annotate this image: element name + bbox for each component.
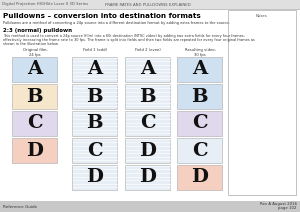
Text: Pulldowns are a method of converting a 24p source into a different destination f: Pulldowns are a method of converting a 2…: [3, 21, 230, 25]
Text: B: B: [26, 88, 43, 106]
Bar: [72, 138, 117, 163]
Text: A: A: [140, 60, 155, 78]
Text: B: B: [86, 88, 103, 106]
Text: 2:3 (normal) pulldown: 2:3 (normal) pulldown: [3, 28, 72, 33]
Text: This method is used to convert a 24p source (film) into a 60i destination (NTSC : This method is used to convert a 24p sou…: [3, 34, 245, 38]
Text: A: A: [192, 60, 207, 78]
Bar: [12, 57, 57, 82]
Bar: [177, 138, 222, 163]
Text: A: A: [87, 60, 102, 78]
Bar: [72, 84, 117, 109]
Bar: [125, 57, 170, 82]
Text: Resulting video,
30 fps: Resulting video, 30 fps: [184, 48, 215, 57]
Bar: [177, 111, 222, 136]
Bar: [12, 111, 57, 136]
Text: Field 2 (even): Field 2 (even): [135, 48, 161, 52]
Bar: [177, 165, 222, 190]
Bar: [177, 84, 222, 109]
Text: FRAME RATES AND PULLDOWNS EXPLAINED: FRAME RATES AND PULLDOWNS EXPLAINED: [105, 3, 191, 7]
Bar: [72, 57, 117, 82]
Bar: [125, 84, 170, 109]
Text: D: D: [139, 169, 156, 187]
Bar: [177, 57, 222, 82]
Bar: [12, 84, 57, 109]
Bar: [72, 111, 117, 136]
Text: page 102: page 102: [278, 206, 297, 211]
Text: Field 1 (odd): Field 1 (odd): [83, 48, 107, 52]
Text: B: B: [139, 88, 156, 106]
Text: D: D: [139, 141, 156, 159]
Bar: [228, 10, 296, 195]
Text: C: C: [192, 114, 207, 132]
Text: Original film,
24 fps: Original film, 24 fps: [22, 48, 47, 57]
Text: B: B: [86, 114, 103, 132]
Bar: [72, 165, 117, 190]
Text: A: A: [27, 60, 42, 78]
Bar: [0, 0, 300, 9]
Text: shown in the illustration below.: shown in the illustration below.: [3, 42, 58, 46]
Text: Rev A August 2016: Rev A August 2016: [260, 202, 297, 206]
Text: Reference Guide: Reference Guide: [3, 205, 37, 208]
Text: D: D: [86, 169, 103, 187]
Text: Pulldowns – conversion into destination formats: Pulldowns – conversion into destination …: [3, 13, 201, 19]
Bar: [125, 138, 170, 163]
Text: D: D: [26, 141, 43, 159]
Text: effectively increasing the frame rate to 30 fps. The frame is split into fields : effectively increasing the frame rate to…: [3, 38, 255, 42]
Text: C: C: [27, 114, 42, 132]
Text: C: C: [87, 141, 102, 159]
Text: C: C: [140, 114, 155, 132]
Bar: [125, 165, 170, 190]
Text: C: C: [192, 141, 207, 159]
Bar: [125, 111, 170, 136]
Text: B: B: [191, 88, 208, 106]
Text: D: D: [191, 169, 208, 187]
Text: Notes: Notes: [256, 14, 268, 18]
Bar: [0, 201, 300, 212]
Bar: [12, 138, 57, 163]
Text: Digital Projection HIGHlite Laser II 3D Series: Digital Projection HIGHlite Laser II 3D …: [2, 3, 88, 7]
